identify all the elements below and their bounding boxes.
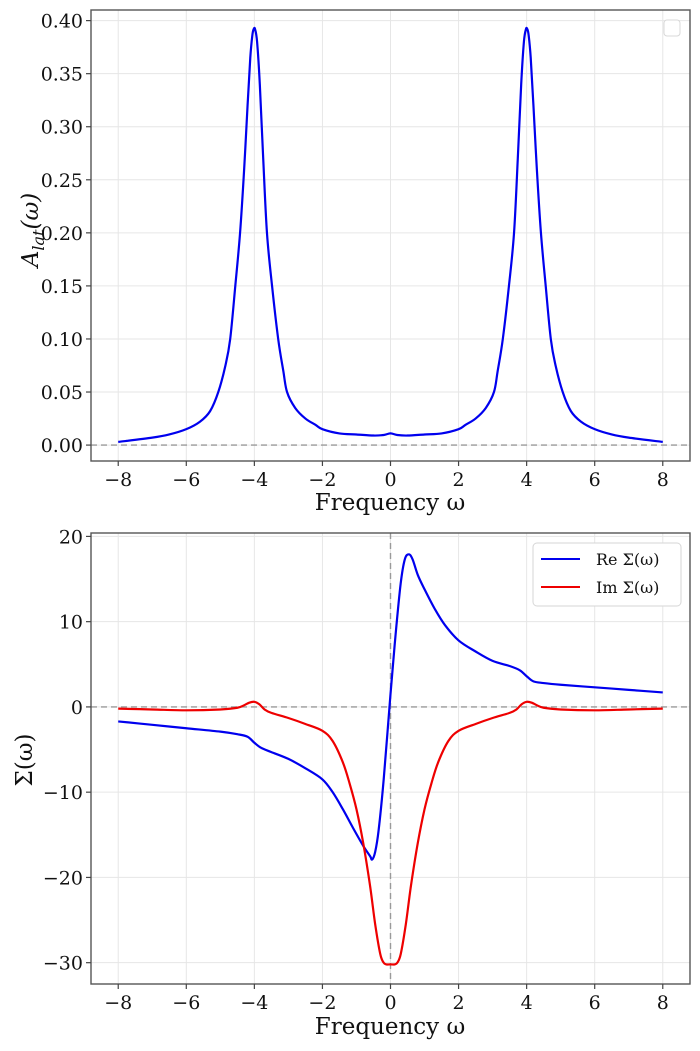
series	[118, 553, 663, 966]
x-tick-label: −6	[172, 992, 200, 1014]
y-tick-label: 0.35	[41, 64, 83, 86]
y-tick-label: 0.05	[41, 382, 83, 404]
x-tick-label: −4	[240, 992, 268, 1014]
y-tick-label: 0.40	[41, 11, 83, 33]
y-tick-label: −30	[43, 953, 83, 975]
y-tick-label: −20	[43, 867, 83, 889]
series	[118, 26, 663, 443]
legend-label-re: Re Σ(ω)	[596, 550, 659, 569]
x-tick-label: 8	[657, 992, 669, 1014]
x-tick-label: 0	[384, 469, 396, 491]
x-tick-label: 8	[657, 469, 669, 491]
y-tick-label: 0.20	[41, 223, 83, 245]
y-tick-label: 0.30	[41, 117, 83, 139]
legend: Re Σ(ω) Im Σ(ω)	[532, 542, 682, 607]
y-tick-label: 0.15	[41, 276, 83, 298]
series-line-0	[118, 553, 663, 861]
x-tick-label: 6	[589, 469, 601, 491]
x-tick-label: −4	[240, 469, 268, 491]
x-tick-label: −8	[104, 992, 132, 1014]
x-axis-label: Frequency ω	[315, 1014, 465, 1040]
y-tick-label: 0	[71, 697, 83, 719]
legend-label-im: Im Σ(ω)	[596, 578, 659, 597]
legend-box-empty	[663, 19, 681, 37]
series-line-0	[118, 26, 663, 443]
x-tick-label: −2	[308, 469, 336, 491]
y-tick-label: −10	[43, 782, 83, 804]
x-axis-label: Frequency ω	[315, 490, 465, 516]
y-ticks: −30 −20 −10 0 10 20	[43, 526, 91, 975]
reference-lines	[91, 533, 690, 984]
x-tick-label: 2	[453, 992, 465, 1014]
y-axis-label: Σ(ω)	[12, 734, 38, 787]
x-tick-label: −8	[104, 469, 132, 491]
x-tick-label: 2	[453, 469, 465, 491]
spectral-function-plot: −8 −6 −4 −2 0 2 4 6 8 0.000.050.100.150.200.250.…	[18, 9, 691, 516]
x-tick-label: −2	[308, 992, 336, 1014]
y-ticks: 0.00 0.05 0.10 0.15 0.20 0.25 0.30 0.35 0.40	[41, 11, 91, 457]
x-tick-label: 4	[521, 469, 533, 491]
x-ticks: −8 −6 −4 −2 0 2 4 6 8	[104, 461, 669, 491]
y-tick-label: 0.25	[41, 170, 83, 192]
x-tick-label: 4	[521, 992, 533, 1014]
y-tick-label: 0.10	[41, 329, 83, 351]
y-tick-label: 20	[59, 526, 83, 548]
x-tick-label: −6	[172, 469, 200, 491]
y-tick-label: 0.00	[41, 435, 83, 457]
x-tick-label: 0	[384, 992, 396, 1014]
x-ticks: −8 −6 −4 −2 0 2 4 6 8	[104, 984, 669, 1014]
x-tick-label: 6	[589, 992, 601, 1014]
y-tick-label: 10	[59, 612, 83, 634]
series-line-1	[118, 700, 663, 966]
grid	[91, 10, 690, 461]
y-axis-label: Alat(ω)	[18, 193, 48, 269]
